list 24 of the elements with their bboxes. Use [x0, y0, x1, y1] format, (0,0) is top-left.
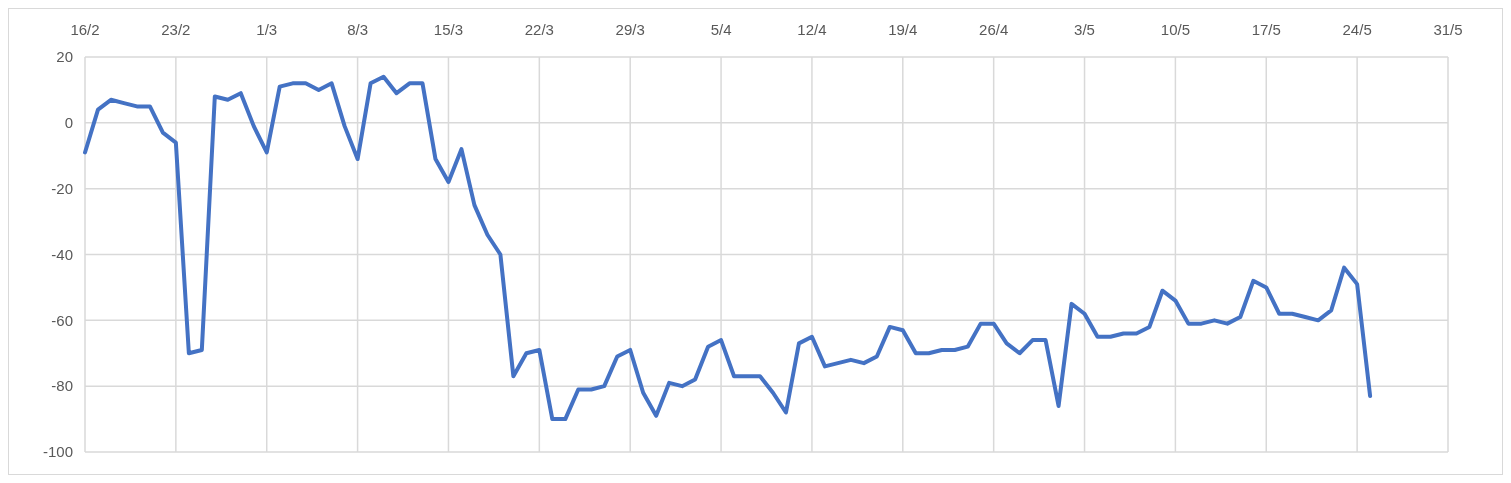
x-tick-label: 12/4 [797, 21, 827, 38]
y-tick-label: -60 [51, 311, 73, 329]
x-tick-label: 8/3 [347, 21, 369, 38]
x-tick-label: 22/3 [524, 21, 554, 38]
x-tick-label: 19/4 [888, 21, 918, 38]
y-tick-label: 0 [64, 114, 73, 132]
y-tick-label: -100 [42, 443, 73, 461]
x-tick-label: 16/2 [70, 21, 100, 38]
y-tick-label: -40 [51, 245, 73, 263]
x-tick-label: 15/3 [433, 21, 464, 38]
x-tick-label: 31/5 [1433, 21, 1463, 38]
y-tick-label: 20 [56, 48, 73, 66]
x-tick-label: 26/4 [979, 21, 1009, 38]
y-tick-label: -80 [51, 377, 73, 395]
x-tick-label: 29/3 [615, 21, 645, 38]
x-tick-label: 3/5 [1074, 21, 1095, 38]
x-tick-label: 17/5 [1251, 21, 1281, 38]
line-series [83, 74, 1373, 422]
y-tick-label: -20 [51, 179, 73, 197]
x-tick-label: 5/4 [710, 21, 732, 38]
x-tick-label: 1/3 [256, 21, 278, 38]
x-tick-label: 23/2 [161, 21, 191, 38]
x-tick-label: 10/5 [1160, 21, 1190, 38]
x-tick-label: 24/5 [1342, 21, 1372, 38]
